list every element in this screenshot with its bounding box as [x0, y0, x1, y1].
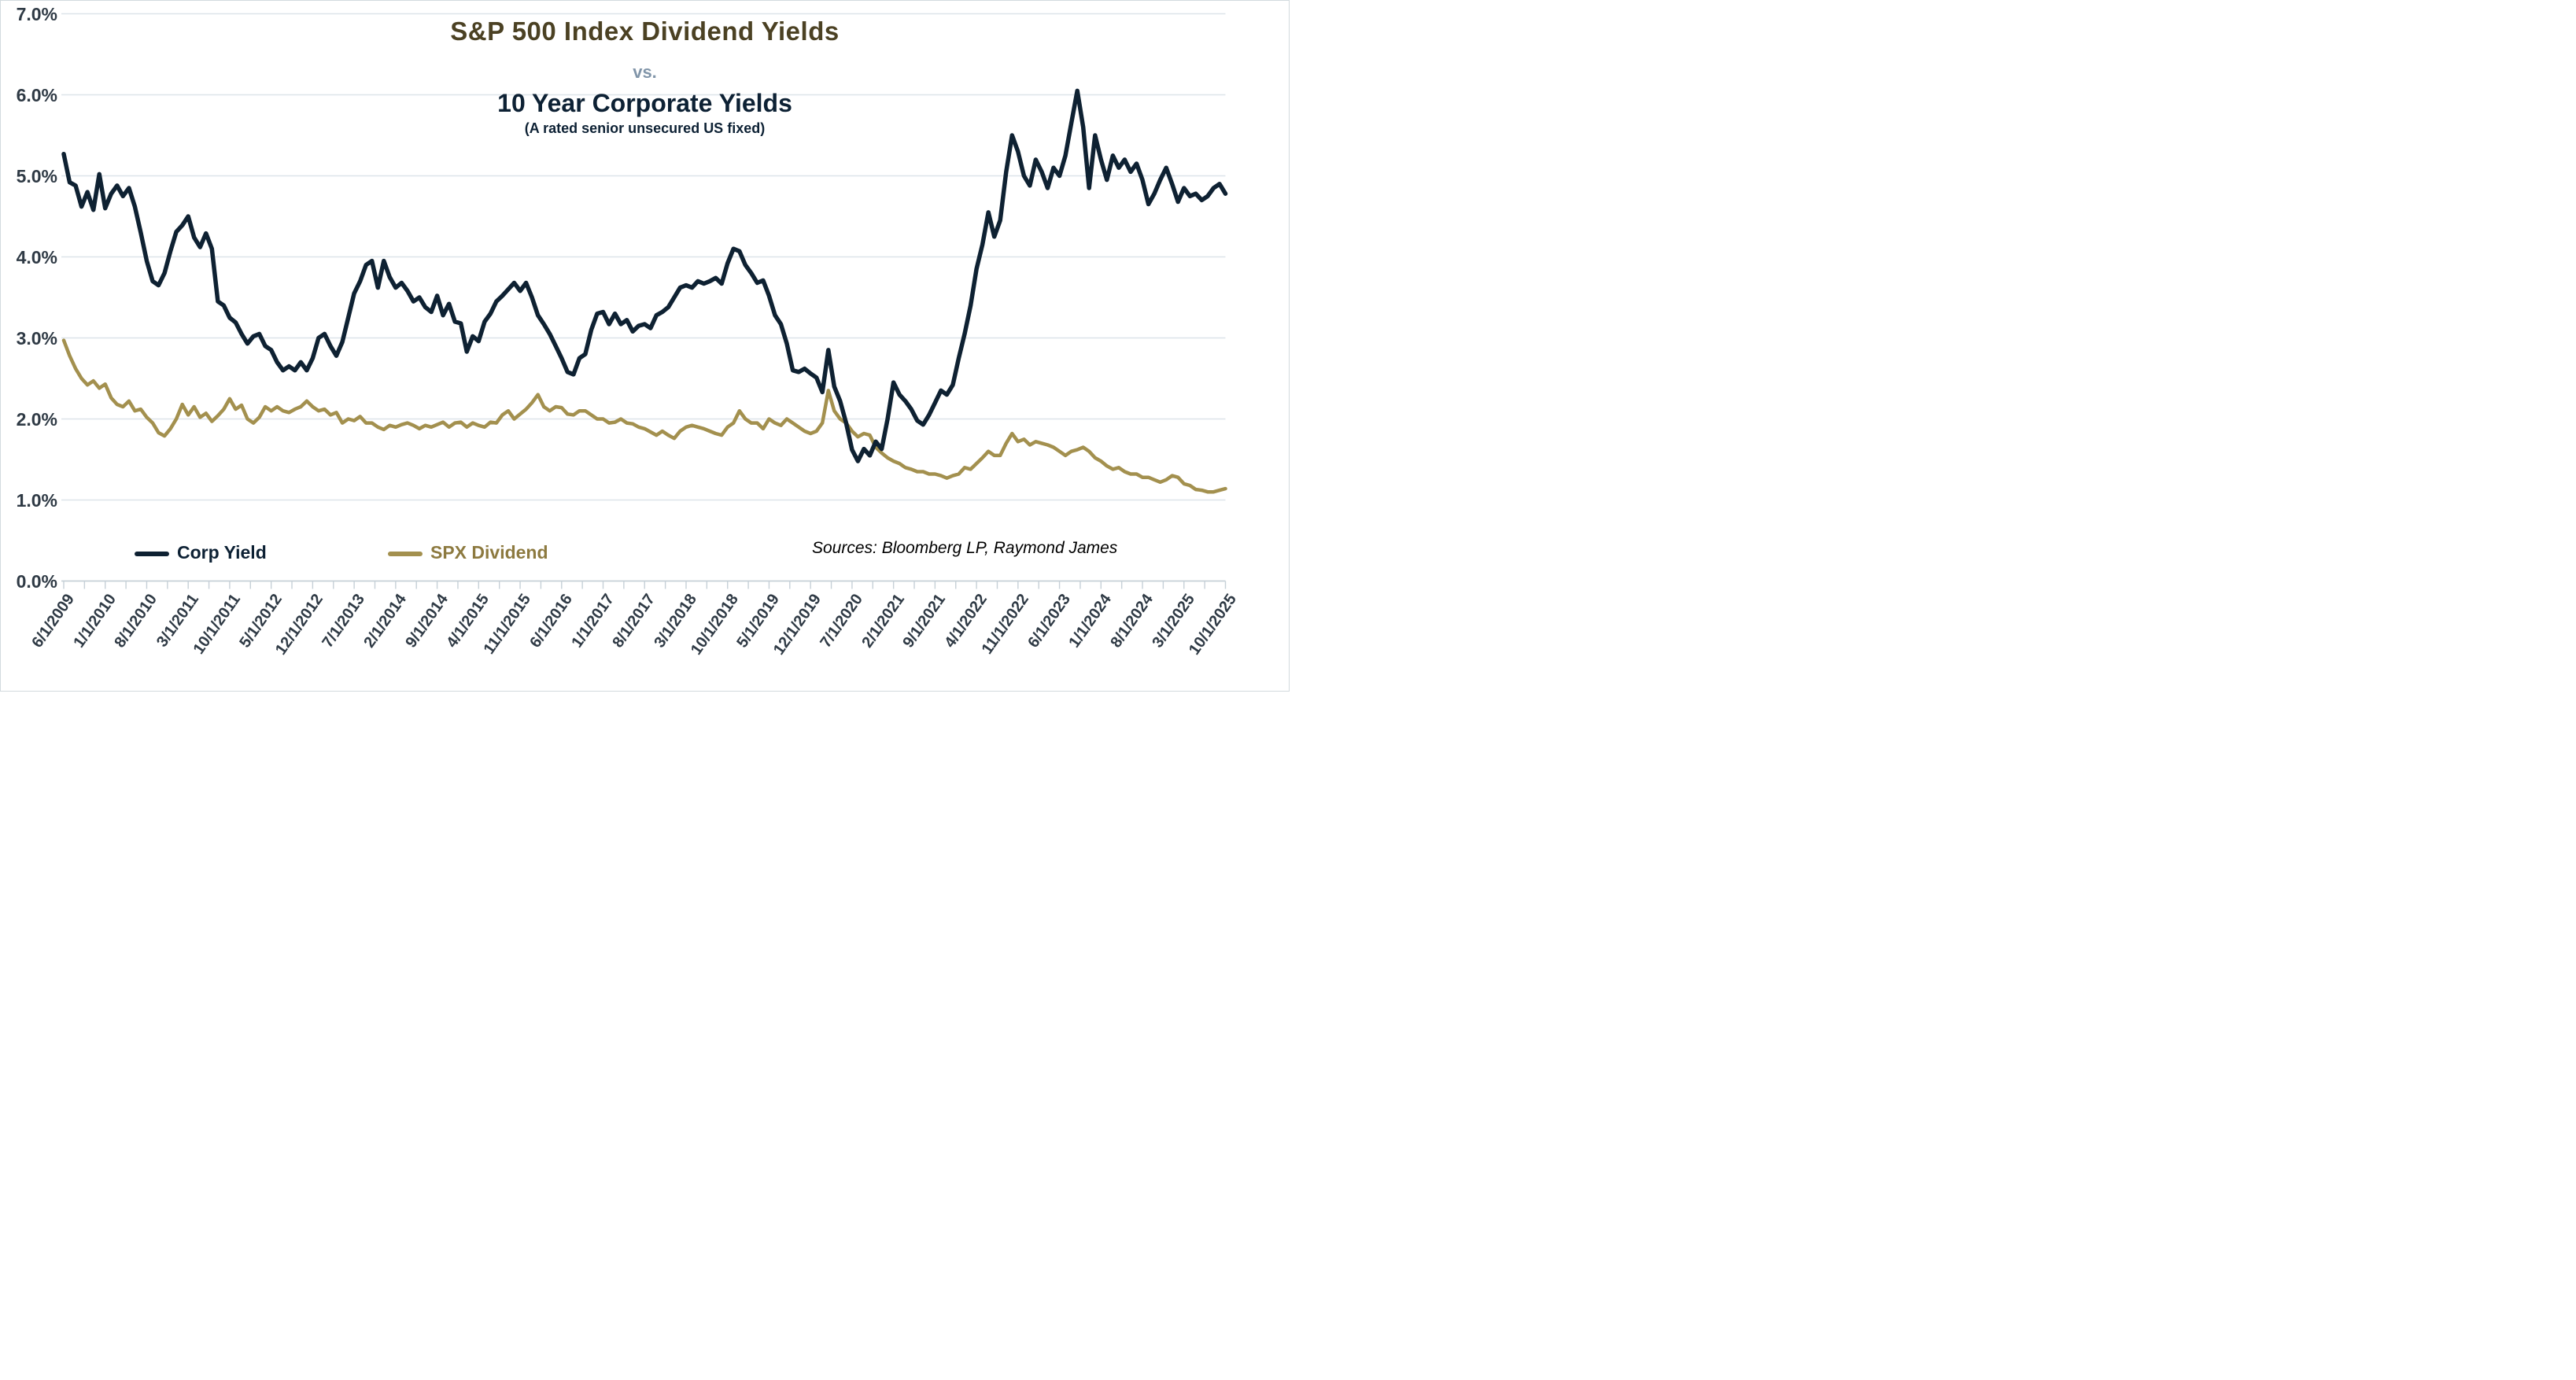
y-tick-label-1.0%: 1.0% — [16, 489, 57, 511]
spx-dividend-line — [61, 338, 1227, 494]
spx-dividend-legend-label: SPX Dividend — [430, 542, 548, 563]
corp-yield-swatch — [135, 552, 169, 556]
y-tick-label-5.0%: 5.0% — [16, 165, 57, 186]
y-tick-label-7.0%: 7.0% — [16, 3, 57, 24]
y-tick-label-4.0%: 4.0% — [16, 246, 57, 268]
corp-yield-line — [61, 88, 1228, 463]
yield-line-chart — [61, 13, 1228, 589]
y-tick-label-6.0%: 6.0% — [16, 84, 57, 105]
chart-canvas: S&P 500 Index Dividend Yields vs. 10 Yea… — [0, 0, 1290, 692]
y-tick-label-0.0%: 0.0% — [16, 570, 57, 592]
y-tick-label-3.0%: 3.0% — [16, 327, 57, 349]
corp-yield-legend-label: Corp Yield — [177, 542, 267, 563]
sources-note: Sources: Bloomberg LP, Raymond James — [812, 539, 1118, 557]
y-tick-label-2.0%: 2.0% — [16, 408, 57, 430]
spx-dividend-swatch — [388, 552, 423, 556]
